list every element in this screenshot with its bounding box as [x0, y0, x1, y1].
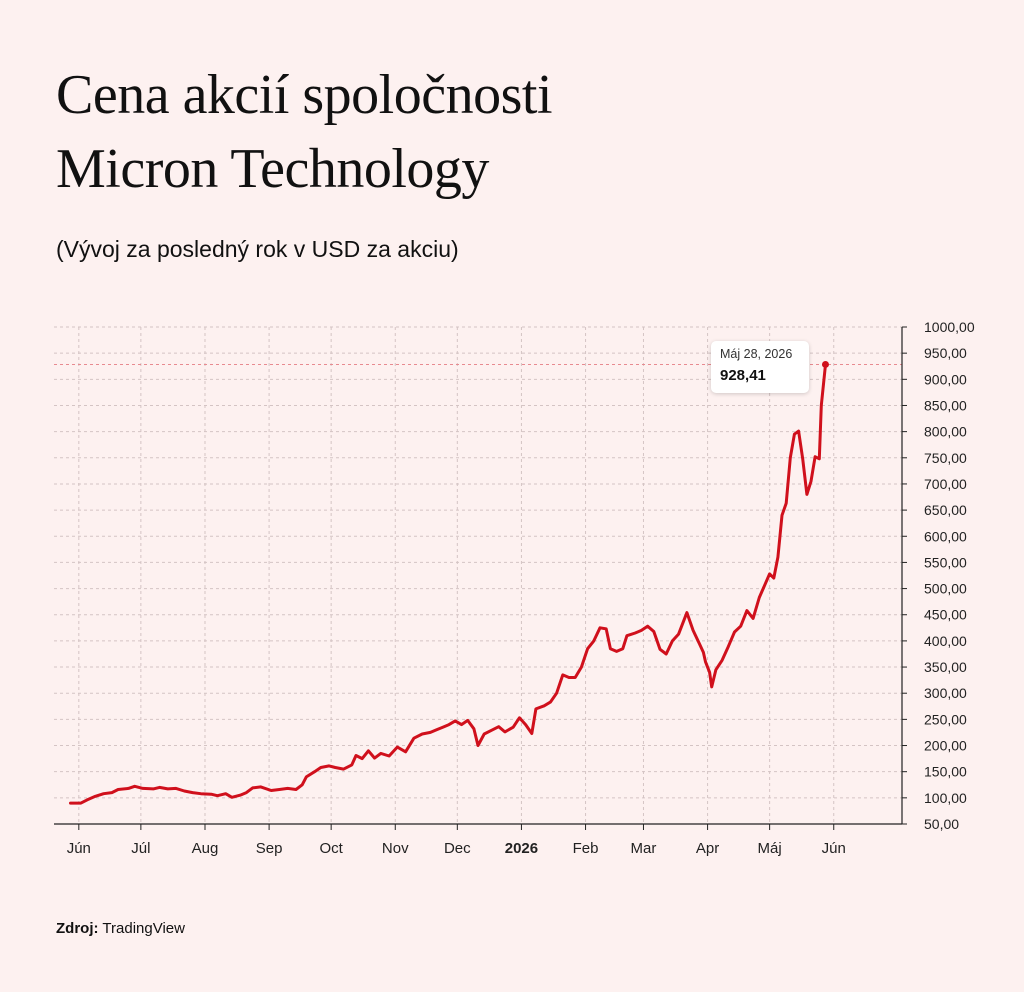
x-tick-label: 2026: [505, 840, 538, 857]
price-line-chart: 1000,00 950,00 900,00 850,00 800,00 750,00 700…: [54, 319, 975, 857]
x-tick-label: Apr: [696, 840, 719, 857]
y-tick-label: 500,00: [924, 581, 967, 597]
x-tick-label: Máj: [758, 840, 782, 857]
source-value: TradingView: [102, 920, 185, 937]
source-label: Zdroj:: [56, 920, 99, 937]
price-tooltip: Máj 28, 2026 928,41: [711, 341, 809, 393]
chart-subtitle: (Vývoj za posledný rok v USD za akciu): [56, 236, 459, 262]
chart-title-line-1: Cena akcií spoločnosti: [56, 64, 553, 126]
y-tick-label: 650,00: [924, 502, 967, 518]
x-tick-label: Aug: [192, 840, 219, 857]
x-tick-label: Nov: [382, 840, 409, 857]
x-tick-label: Mar: [631, 840, 657, 857]
y-tick-label: 200,00: [924, 738, 967, 754]
y-tick-label: 700,00: [924, 476, 967, 492]
y-tick-label: 350,00: [924, 659, 967, 675]
y-tick-label: 950,00: [924, 345, 967, 361]
x-tick-label: Oct: [319, 840, 343, 857]
y-tick-label: 900,00: [924, 371, 967, 387]
y-tick-label: 300,00: [924, 685, 967, 701]
x-tick-label: Dec: [444, 840, 471, 857]
y-tick-label: 100,00: [924, 790, 967, 806]
y-tick-label: 850,00: [924, 397, 967, 413]
chart-title-line-2: Micron Technology: [56, 138, 489, 200]
x-tick-label: Jún: [822, 840, 846, 857]
series: [69, 360, 829, 805]
tick-labels: 1000,00 950,00 900,00 850,00 800,00 750,00 700…: [67, 319, 975, 857]
source-note: Zdroj: TradingView: [56, 920, 185, 937]
y-tick-label: 50,00: [924, 816, 959, 832]
price-series-line: [69, 363, 827, 805]
axes: [54, 326, 907, 830]
tooltip-date: Máj 28, 2026: [720, 347, 793, 361]
y-tick-label: 550,00: [924, 554, 967, 570]
y-tick-label: 450,00: [924, 607, 967, 623]
y-tick-label: 800,00: [924, 424, 967, 440]
y-tick-label: 750,00: [924, 450, 967, 466]
grid: [54, 326, 902, 825]
x-tick-label: Sep: [256, 840, 283, 857]
y-tick-label: 250,00: [924, 711, 967, 727]
tooltip-value: 928,41: [720, 367, 766, 384]
last-point-marker: [821, 360, 829, 368]
y-tick-label: 400,00: [924, 633, 967, 649]
y-tick-label: 600,00: [924, 528, 967, 544]
x-tick-label: Jún: [67, 840, 91, 857]
chart-title: Cena akcií spoločnosti Micron Technology: [56, 58, 553, 206]
y-tick-label: 1000,00: [924, 319, 975, 335]
y-tick-label: 150,00: [924, 764, 967, 780]
x-tick-label: Júl: [131, 840, 150, 857]
x-tick-label: Feb: [573, 840, 599, 857]
